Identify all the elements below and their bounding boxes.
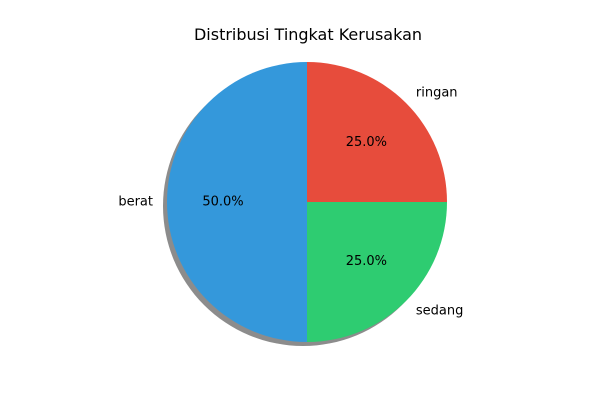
slice-percent-berat: 50.0%	[202, 195, 243, 210]
slice-label-sedang: sedang	[416, 303, 463, 318]
pie-layer: ringan 25.0% sedang 25.0% berat 50.0%	[118, 62, 463, 346]
pie-slice-ringan	[307, 62, 447, 202]
slice-label-berat: berat	[118, 195, 153, 210]
chart-title: Distribusi Tingkat Kerusakan	[194, 25, 422, 44]
pie-slice-sedang	[307, 202, 447, 342]
slice-percent-ringan: 25.0%	[346, 135, 387, 150]
pie-slice-berat	[167, 62, 307, 342]
slice-percent-sedang: 25.0%	[346, 254, 387, 269]
slice-label-ringan: ringan	[416, 86, 458, 101]
